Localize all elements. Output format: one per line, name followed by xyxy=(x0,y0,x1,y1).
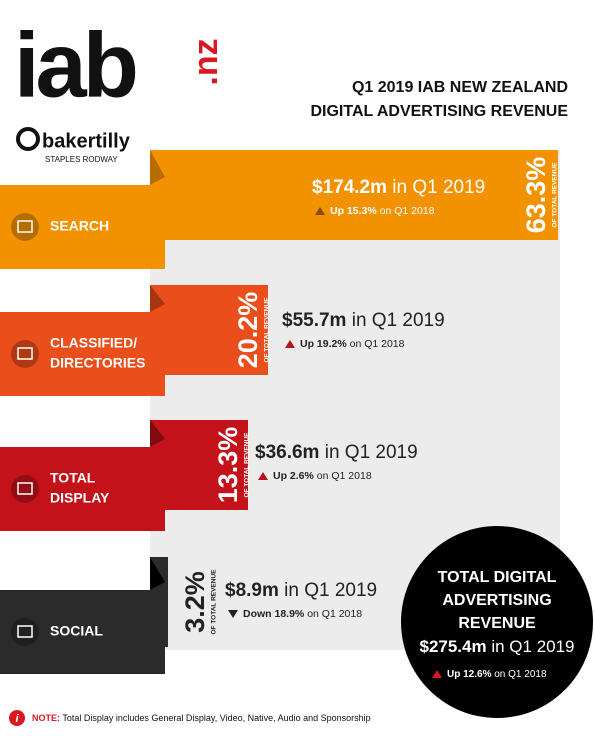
title-line: DIGITAL ADVERTISING REVENUE xyxy=(310,103,568,120)
amount-line: $8.9m in Q1 2019 xyxy=(225,580,377,601)
segment-tab xyxy=(0,312,165,396)
segment-label: SOCIAL xyxy=(50,623,103,639)
change: Up 15.3% xyxy=(330,205,377,217)
segment: CLASSIFIED/DIRECTORIES 20.2% OF TOTAL REVE… xyxy=(0,285,445,396)
total-amount: $275.4m in Q1 2019 xyxy=(419,637,574,656)
change: Up 2.6% xyxy=(273,470,315,482)
share-caption: OF TOTAL REVENUE xyxy=(264,297,271,363)
segment-tab xyxy=(0,590,165,674)
change: Down 18.9% xyxy=(243,608,305,620)
segment-icon xyxy=(11,340,39,368)
segment-icon xyxy=(11,475,39,503)
share-caption: OF TOTAL REVENUE xyxy=(211,569,218,635)
up-arrow xyxy=(258,472,268,480)
share-caption: OF TOTAL REVENUE xyxy=(552,162,559,228)
down-arrow xyxy=(228,610,238,618)
amount: $55.7m xyxy=(282,310,346,331)
segment-bar xyxy=(150,150,558,240)
bar-fold xyxy=(150,557,165,590)
total-title: ADVERTISING xyxy=(442,592,551,609)
change-period: on Q1 2018 xyxy=(491,669,546,680)
amount-line: $36.6m in Q1 2019 xyxy=(255,442,418,463)
segment-label: SEARCH xyxy=(50,218,109,234)
change-line: Up 15.3% on Q1 2018 xyxy=(330,205,435,217)
sponsor: bakertilly xyxy=(42,130,131,152)
share-caption: OF TOTAL REVENUE xyxy=(244,432,251,498)
segment: SEARCH 63.3% OF TOTAL REVENUE $174.2m in Q1… xyxy=(0,150,559,269)
up-arrow xyxy=(285,340,295,348)
segment-tab xyxy=(0,185,165,269)
change-period: on Q1 2018 xyxy=(377,205,435,217)
amount: $174.2m xyxy=(312,177,387,198)
segment-bar xyxy=(150,420,248,510)
amount: $8.9m xyxy=(225,580,279,601)
share: 13.3% xyxy=(213,427,243,504)
segment-icon-glyph xyxy=(17,347,33,360)
sponsor-icon xyxy=(16,127,40,151)
up-arrow xyxy=(315,207,325,215)
total-change: Up 12.6% on Q1 2018 xyxy=(447,669,547,680)
total-title: TOTAL DIGITAL xyxy=(438,569,557,586)
period: in Q1 2019 xyxy=(487,637,575,656)
share: 63.3% xyxy=(521,157,551,234)
change-line: Up 19.2% on Q1 2018 xyxy=(300,338,405,350)
segment-icon xyxy=(11,618,39,646)
segment-label: CLASSIFIED/ xyxy=(50,335,137,351)
note-icon-glyph: i xyxy=(15,713,19,725)
logo-suffix: .nz xyxy=(187,38,225,85)
share: 3.2% xyxy=(180,571,210,633)
change-period: on Q1 2018 xyxy=(347,338,405,350)
segment: TOTAL DISPLAY 13.3% OF TOTAL REVENUE $36.6m … xyxy=(0,420,418,531)
change-period: on Q1 2018 xyxy=(314,470,372,482)
segment-label: DIRECTORIES xyxy=(50,355,145,371)
total-title: REVENUE xyxy=(458,615,536,632)
amount: $275.4m xyxy=(419,637,486,656)
up-arrow xyxy=(432,670,442,678)
note-label: NOTE: xyxy=(32,713,60,723)
segment-icon-glyph xyxy=(17,482,33,495)
bar-fold xyxy=(150,150,165,185)
segment-bar xyxy=(150,285,268,375)
period: in Q1 2019 xyxy=(387,177,485,198)
change: Up 19.2% xyxy=(300,338,347,350)
segment-tab xyxy=(0,447,165,531)
change-line: Down 18.9% on Q1 2018 xyxy=(243,608,362,620)
note-icon xyxy=(9,710,25,726)
period: in Q1 2019 xyxy=(319,442,417,463)
share: 20.2% xyxy=(233,292,263,369)
amount: $36.6m xyxy=(255,442,319,463)
sponsor-sub: STAPLES RODWAY xyxy=(45,155,118,164)
title-line: Q1 2019 IAB NEW ZEALAND xyxy=(352,79,568,96)
note-text: Total Display includes General Display, … xyxy=(60,713,371,723)
segment-label: TOTAL xyxy=(50,470,96,486)
segment: SOCIAL 3.2% OF TOTAL REVENUE $8.9m in Q1 20… xyxy=(0,557,377,674)
amount-line: $174.2m in Q1 2019 xyxy=(312,177,485,198)
period: in Q1 2019 xyxy=(279,580,377,601)
amount-line: $55.7m in Q1 2019 xyxy=(282,310,445,331)
logo: iab xyxy=(14,14,136,116)
period: in Q1 2019 xyxy=(346,310,444,331)
total-circle xyxy=(401,526,593,718)
segment-icon-glyph xyxy=(17,220,33,233)
segment-label: DISPLAY xyxy=(50,490,110,506)
bar-fold xyxy=(150,285,165,312)
segment-icon xyxy=(11,213,39,241)
segment-icon-glyph xyxy=(17,625,33,638)
change-line: Up 2.6% on Q1 2018 xyxy=(273,470,372,482)
change: Up 12.6% xyxy=(447,669,492,680)
note: NOTE: Total Display includes General Dis… xyxy=(32,713,371,723)
change-period: on Q1 2018 xyxy=(304,608,362,620)
bar-fold xyxy=(150,420,165,447)
